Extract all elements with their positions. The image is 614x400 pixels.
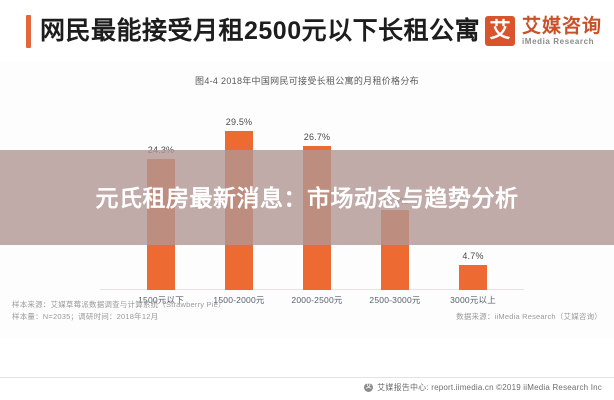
brand-circle-icon: 艾 [364, 383, 374, 392]
bar-value-label: 24.3% [148, 145, 175, 155]
x-axis-tick-label: 2500-3000元 [369, 295, 421, 305]
brand-logo-text: 艾媒咨询 iMedia Research [522, 16, 602, 47]
overlay-headline: 元氏租房最新消息：市场动态与趋势分析 [95, 184, 519, 211]
x-axis-tick-label: 2000-2500元 [291, 295, 343, 305]
title-accent-bar [26, 15, 31, 48]
brand-name-en: iMedia Research [521, 36, 595, 46]
x-axis-tick-label: 1500元以下 [138, 295, 184, 305]
bar-value-label: 29.5% [225, 116, 253, 127]
page-title: 网民最能接受月租2500元以下长租公寓 [40, 17, 481, 45]
overlay-banner: 元氏租房最新消息：市场动态与趋势分析 [0, 150, 614, 245]
bar-group: 4.7% [434, 100, 512, 290]
bar-value-label: 4.7% [462, 250, 484, 261]
page-header: 网民最能接受月租2500元以下长租公寓 艾 艾媒咨询 iMedia Resear… [0, 0, 614, 62]
chart-title: 图4-4 2018年中国网民可接受长租公寓的月租价格分布 [195, 76, 419, 86]
brand-logo: 艾 艾媒咨询 iMedia Research [484, 14, 602, 48]
data-source-label: 数据来源：iiMedia Research（艾媒咨询） [456, 312, 602, 321]
x-axis-tick-label: 1500-2000元 [213, 295, 265, 305]
sample-source-line: 样本来源：艾媒草莓派数据调查与计算系统（Strawberry Pie） [12, 300, 226, 309]
brand-logo-mark-icon: 艾 [484, 16, 515, 46]
brand-name-cn: 艾媒咨询 [521, 15, 602, 37]
page-bottom-bar: 艾 艾媒报告中心: report.iimedia.cn ©2019 iiMedi… [0, 377, 614, 400]
bar [459, 264, 487, 290]
bottom-bar-content: 艾 艾媒报告中心: report.iimedia.cn ©2019 iiMedi… [364, 382, 602, 393]
chart-footnotes: 样本来源：艾媒草莓派数据调查与计算系统（Strawberry Pie） 样本量：… [12, 299, 226, 323]
chart-x-axis: 1500元以下 1500-2000元 2000-2500元 2500-3000元… [122, 294, 512, 310]
sample-size-line: 样本量：N=2035；调研时间：2018年12月 [12, 312, 159, 321]
x-axis-tick-label: 3000元以上 [450, 295, 496, 305]
bar-value-label: 26.7% [303, 131, 331, 142]
bottom-bar-text: 艾媒报告中心: report.iimedia.cn ©2019 iiMedia … [377, 383, 602, 392]
